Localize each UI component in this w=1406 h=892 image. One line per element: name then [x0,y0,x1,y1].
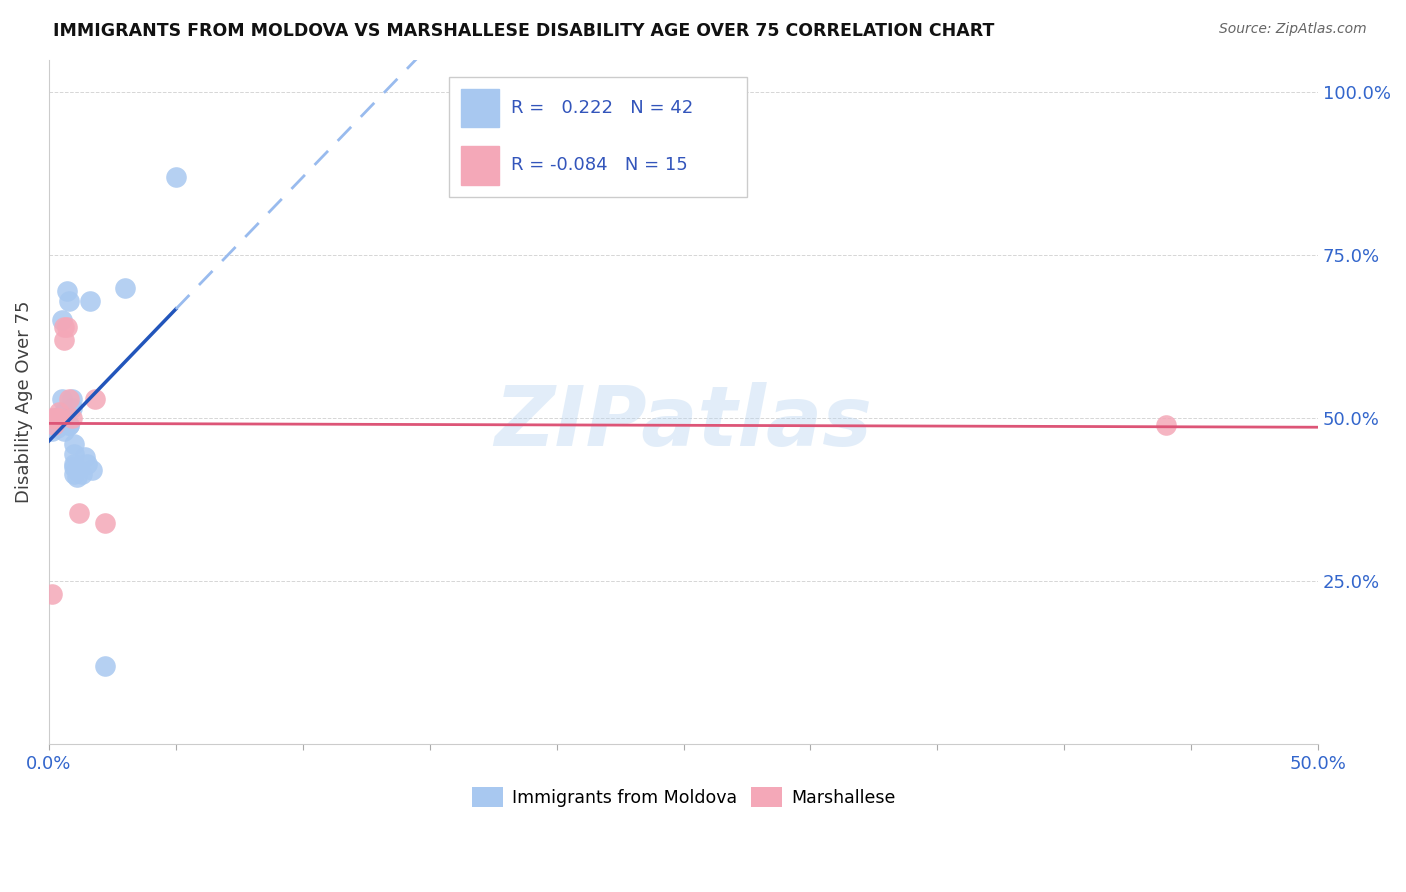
Point [55,320,77,334]
Point [48,417,70,432]
Point [58,417,80,432]
Point [73,450,96,465]
Point [51,392,73,406]
Point [45,411,67,425]
Point [1154,417,1177,432]
Point [51,411,73,425]
Point [41,411,63,425]
Point [45,417,67,432]
Text: Source: ZipAtlas.com: Source: ZipAtlas.com [1219,22,1367,37]
Legend: Immigrants from Moldova, Marshallese: Immigrants from Moldova, Marshallese [465,780,903,814]
Point [45,415,67,429]
Point [63,460,86,475]
Point [51,415,73,429]
Text: ZIPatlas: ZIPatlas [495,382,873,463]
Point [66,463,89,477]
Point [63,437,86,451]
Point [58,293,80,308]
Point [165,169,187,184]
Point [63,467,86,481]
Point [66,470,89,484]
Point [114,281,136,295]
Point [53,405,76,419]
Point [53,333,76,347]
Point [41,415,63,429]
Point [60,411,83,425]
Point [79,293,101,308]
Point [48,411,70,425]
Point [60,401,83,416]
Point [51,313,73,327]
Point [51,408,73,422]
Point [53,320,76,334]
Point [94,516,117,530]
Point [76,457,98,471]
Point [42,417,65,432]
Point [42,417,65,432]
Point [48,417,70,432]
Point [41,424,63,438]
Point [60,392,83,406]
Point [45,411,67,425]
Point [48,411,70,425]
Point [55,284,77,298]
Point [48,405,70,419]
Point [48,415,70,429]
Point [58,417,80,432]
Point [53,424,76,438]
Point [41,587,63,601]
Point [70,467,93,481]
Point [45,421,67,435]
Point [82,463,104,477]
Point [67,506,90,520]
Point [94,659,117,673]
Y-axis label: Disability Age Over 75: Disability Age Over 75 [15,301,32,503]
Point [45,411,67,425]
Point [58,392,80,406]
Point [63,447,86,461]
Text: IMMIGRANTS FROM MOLDOVA VS MARSHALLESE DISABILITY AGE OVER 75 CORRELATION CHART: IMMIGRANTS FROM MOLDOVA VS MARSHALLESE D… [53,22,995,40]
Point [42,411,65,425]
Point [83,392,105,406]
Point [63,457,86,471]
Point [48,411,70,425]
